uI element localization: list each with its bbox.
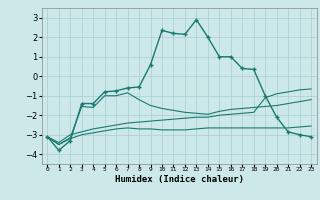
X-axis label: Humidex (Indice chaleur): Humidex (Indice chaleur): [115, 175, 244, 184]
